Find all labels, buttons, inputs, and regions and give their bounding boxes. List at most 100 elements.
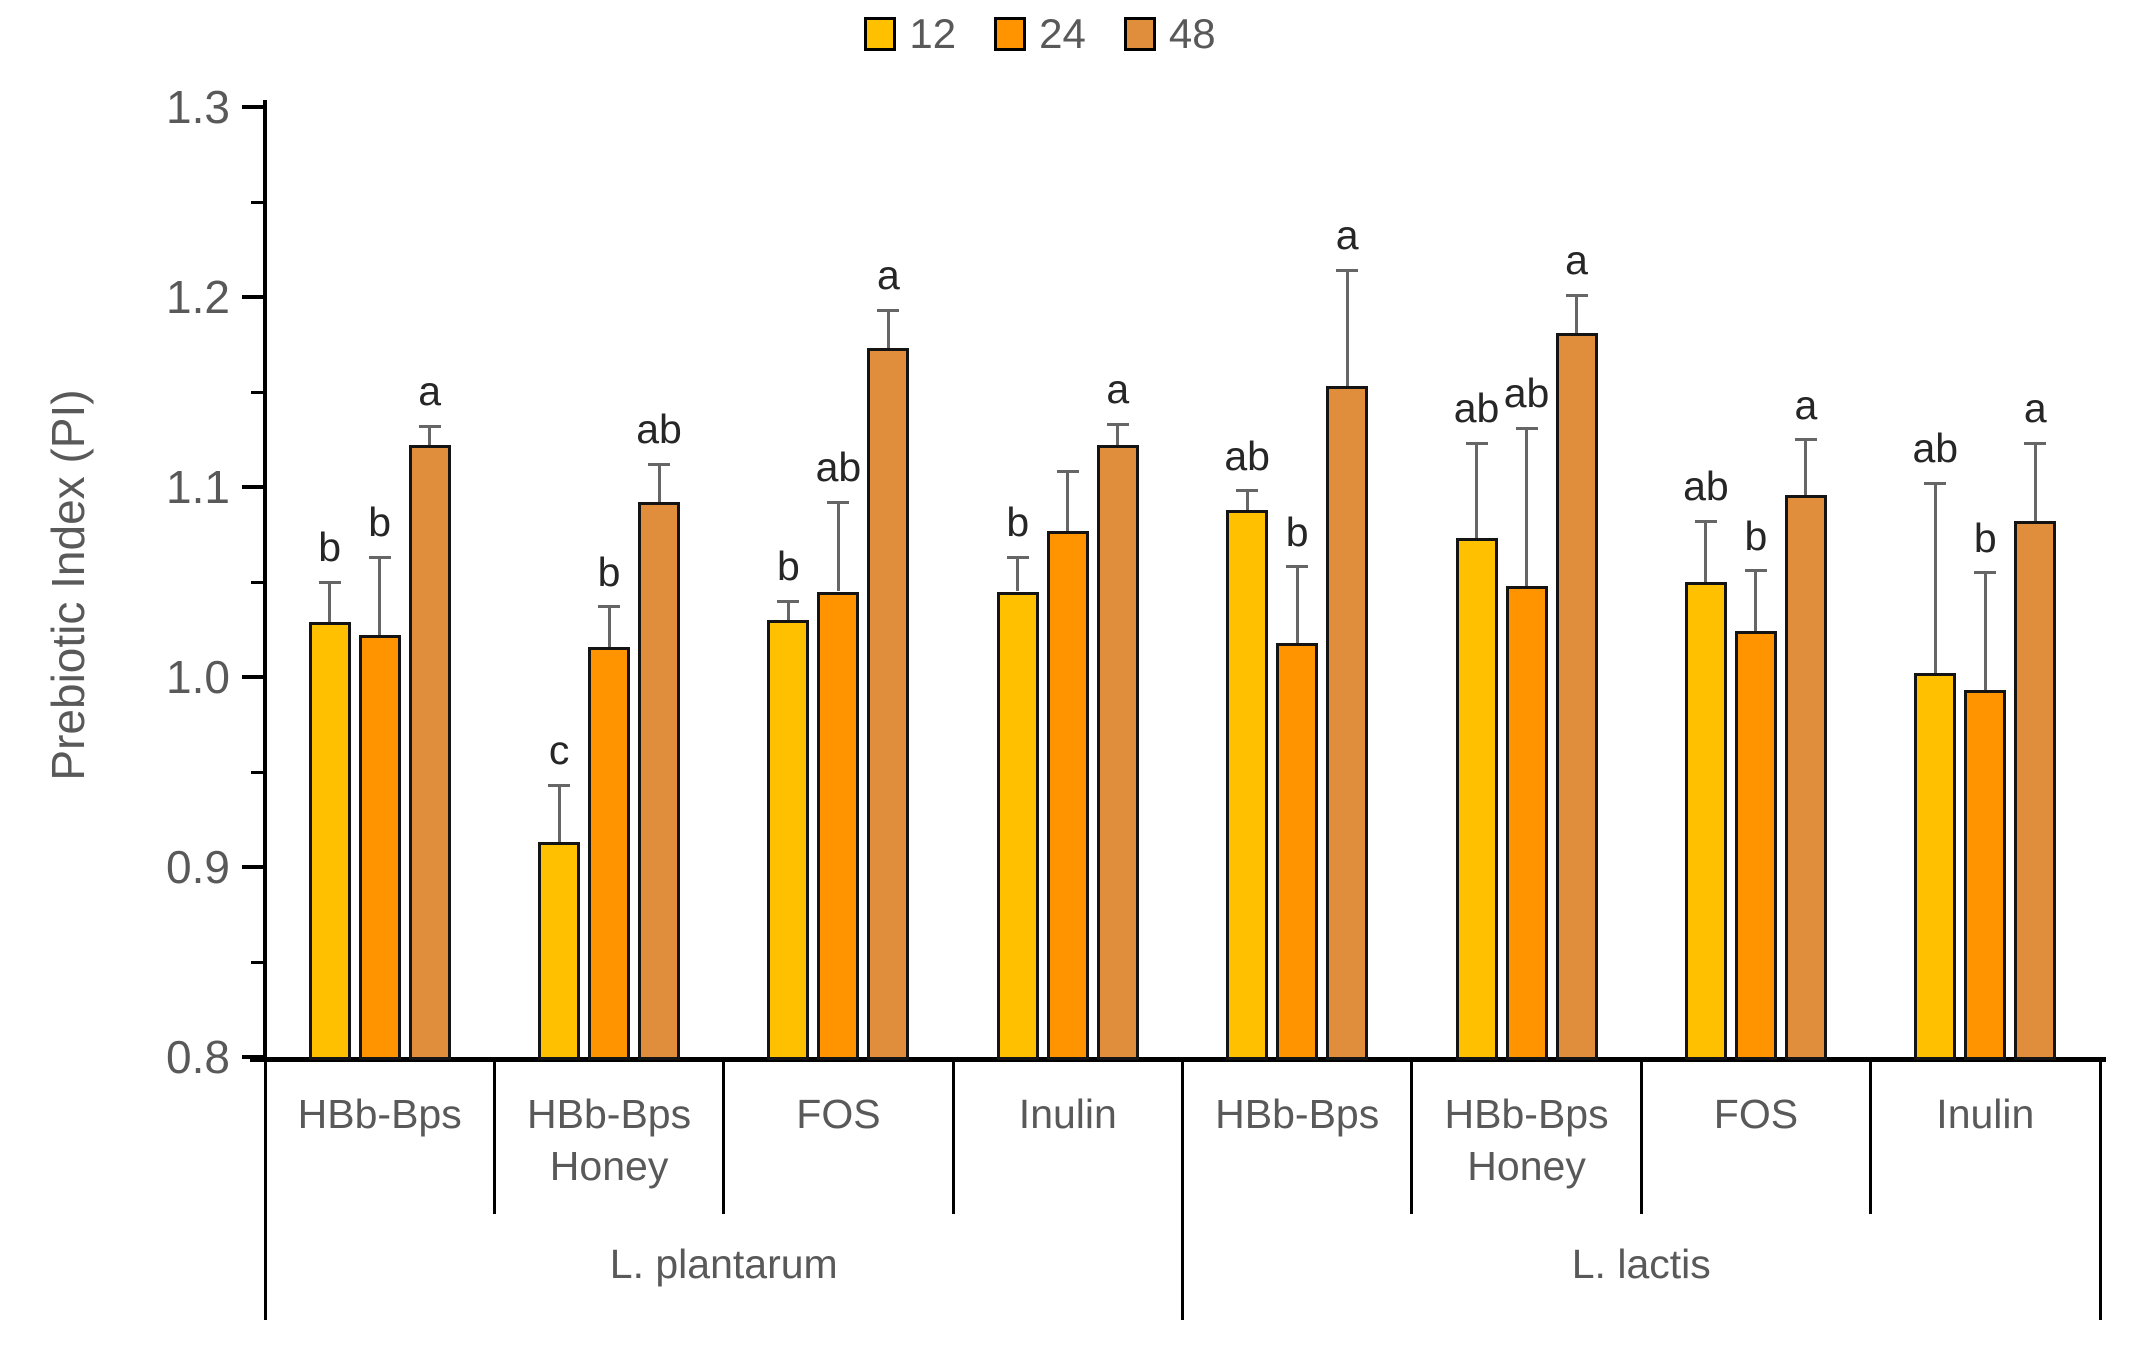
substrate-divider [492, 1062, 496, 1214]
error-bar-cap [777, 599, 800, 603]
significance-letter: ab [1503, 370, 1550, 417]
significance-letter: a [1794, 381, 1818, 428]
significance-letter: b [597, 548, 621, 595]
significance-letter: ab [1453, 385, 1500, 432]
y-minor-tick [251, 200, 265, 204]
error-bar-cap [1694, 519, 1717, 523]
bar-48h [638, 502, 681, 1060]
bar-24h [358, 635, 401, 1060]
bar-24h [1046, 530, 1089, 1060]
bar-12h [996, 591, 1039, 1060]
error-bar-line [1754, 570, 1758, 632]
species-label: L. lactis [1571, 1241, 1711, 1287]
legend-label: 48 [1168, 10, 1216, 57]
error-bar-cap [1924, 481, 1947, 485]
significance-letter: b [1006, 499, 1030, 546]
significance-letter: a [1565, 237, 1588, 284]
y-axis-title: Prebiotic Index (PI) [42, 389, 94, 781]
significance-letter: a [877, 252, 900, 299]
bar-48h [408, 445, 451, 1060]
bar-48h [2014, 521, 2057, 1060]
bar-12h [1226, 509, 1269, 1060]
bar-12h [538, 842, 581, 1060]
y-major-tick [242, 865, 265, 869]
legend-label: 12 [909, 10, 957, 57]
bar-12h [308, 621, 351, 1060]
substrate-label: HBb-Bps Honey [527, 1091, 692, 1189]
bar-24h [817, 591, 860, 1060]
y-tick-label: 0.9 [166, 841, 230, 893]
legend-swatch-icon [1123, 17, 1156, 51]
error-bar-cap [827, 500, 850, 504]
substrate-label: HBb-Bps [297, 1091, 462, 1137]
chart-legend: 12 24 48 [265, 8, 1815, 60]
bar-48h [1784, 494, 1827, 1060]
species-label: L. plantarum [609, 1241, 838, 1287]
bar-48h [1555, 333, 1598, 1060]
species-divider [2098, 1062, 2102, 1320]
error-bar-cap [1744, 569, 1767, 573]
error-bar-line [1575, 295, 1579, 334]
error-bar-line [1983, 572, 1987, 691]
bar-24h [1276, 642, 1319, 1060]
error-bar-cap [1056, 470, 1079, 474]
y-major-tick [242, 295, 265, 299]
y-tick-label: 1.2 [166, 271, 230, 323]
y-minor-tick [251, 770, 265, 774]
error-bar-line [1345, 270, 1349, 387]
substrate-label: Inulin [1018, 1091, 1117, 1137]
significance-letter: a [1106, 366, 1130, 413]
bar-48h [1096, 445, 1139, 1060]
substrate-divider [1181, 1062, 1184, 1214]
substrate-divider [1639, 1062, 1643, 1214]
significance-letter: ab [1224, 432, 1270, 479]
y-tick-label: 0.8 [166, 1031, 230, 1083]
substrate-divider [722, 1062, 726, 1214]
error-bar-cap [1565, 293, 1588, 297]
error-bar-cap [318, 580, 341, 584]
y-tick-label: 1.1 [166, 461, 230, 513]
bar-12h [767, 620, 810, 1060]
substrate-label: FOS [1713, 1091, 1799, 1137]
error-bar-line [1704, 521, 1708, 582]
error-bar-cap [1286, 565, 1309, 569]
error-bar-cap [1006, 555, 1029, 559]
error-bar-cap [2024, 441, 2047, 445]
y-minor-tick [251, 580, 265, 584]
significance-letter: b [777, 543, 800, 589]
significance-letter: a [418, 368, 442, 415]
y-major-tick [242, 485, 265, 489]
bar-24h [1734, 631, 1777, 1060]
y-major-tick [242, 675, 265, 679]
error-bar-cap [1794, 438, 1817, 441]
legend-item: 48 [1123, 10, 1216, 58]
bar-24h [1505, 585, 1548, 1060]
legend-swatch-icon [864, 17, 897, 51]
error-bar-line [328, 582, 332, 622]
significance-letter: a [1335, 212, 1359, 259]
bar-48h [1326, 386, 1369, 1060]
error-bar-line [1475, 443, 1479, 539]
error-bar-line [378, 557, 382, 636]
error-bar-line [607, 606, 611, 647]
substrate-label: HBb-Bps [1215, 1091, 1380, 1137]
error-bar-line [428, 426, 432, 446]
error-bar-cap [598, 605, 621, 609]
y-minor-tick [251, 960, 265, 964]
error-bar-line [886, 310, 890, 349]
legend-label: 24 [1039, 10, 1086, 57]
x-axis-baseline [250, 1057, 2106, 1062]
y-minor-tick [251, 390, 265, 394]
y-major-tick [242, 105, 265, 109]
error-bar-line [1245, 490, 1249, 510]
significance-letter: b [1973, 514, 1997, 561]
bar-12h [1914, 673, 1957, 1060]
y-tick-label: 1.0 [166, 651, 230, 703]
y-axis-line [263, 100, 267, 1062]
substrate-label: FOS [796, 1091, 881, 1137]
error-bar-line [1016, 557, 1020, 592]
substrate-label: HBb-Bps Honey [1444, 1091, 1609, 1189]
legend-item: 24 [994, 10, 1086, 58]
error-bar-cap [1336, 268, 1359, 272]
error-bar-cap [1236, 489, 1259, 493]
